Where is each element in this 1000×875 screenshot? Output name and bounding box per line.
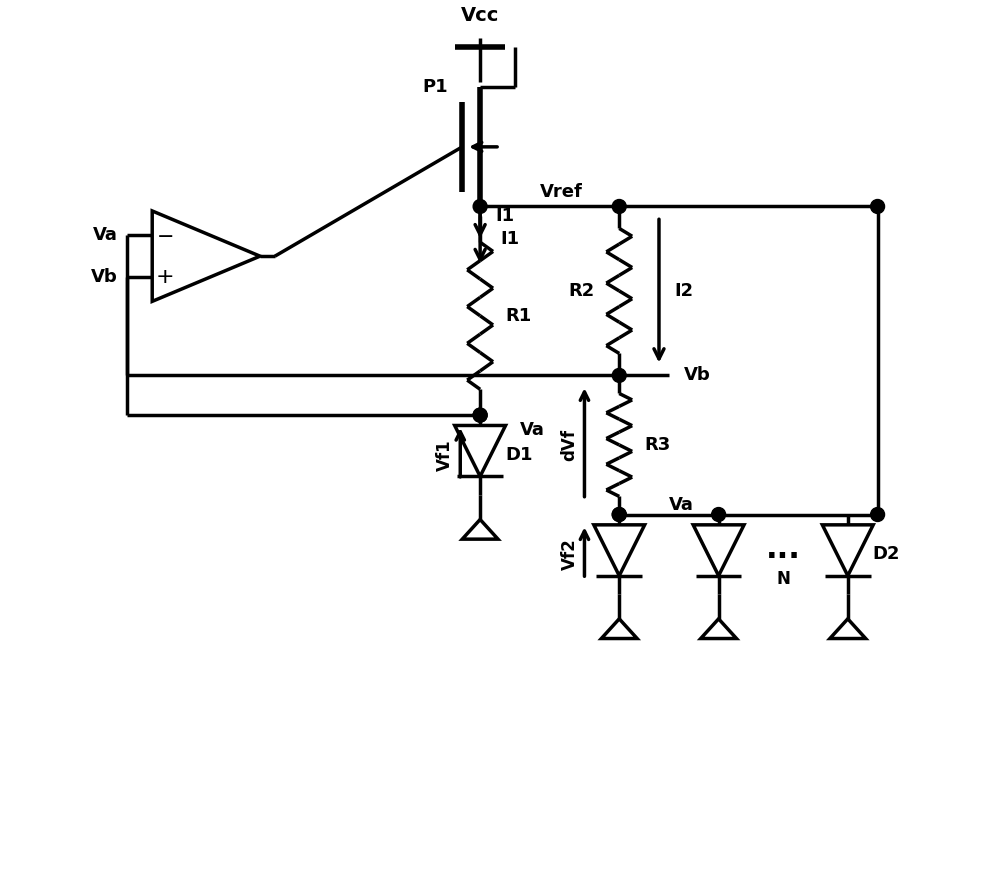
Circle shape (612, 200, 626, 214)
Text: Vb: Vb (684, 367, 711, 384)
Text: R1: R1 (505, 307, 531, 325)
Text: D2: D2 (873, 545, 900, 564)
Circle shape (612, 368, 626, 382)
Circle shape (871, 507, 885, 522)
Text: Vref: Vref (540, 183, 583, 200)
Text: N: N (776, 570, 790, 588)
Text: Vb: Vb (91, 269, 117, 286)
Text: Vf2: Vf2 (561, 538, 579, 570)
Text: P1: P1 (423, 78, 448, 95)
Circle shape (473, 408, 487, 422)
Text: R2: R2 (568, 282, 594, 300)
Text: R3: R3 (644, 436, 670, 454)
Circle shape (473, 408, 487, 422)
Circle shape (871, 200, 885, 214)
Text: Va: Va (520, 421, 545, 439)
Text: I1: I1 (500, 230, 519, 248)
Text: dVf: dVf (561, 429, 579, 461)
Text: Va: Va (93, 226, 117, 244)
Text: Vf1: Vf1 (436, 439, 454, 471)
Text: I2: I2 (674, 282, 693, 300)
Text: ...: ... (766, 535, 801, 564)
Text: Va: Va (669, 495, 694, 514)
Circle shape (612, 507, 626, 522)
Text: $+$: $+$ (155, 268, 173, 287)
Text: D1: D1 (505, 446, 532, 464)
Circle shape (473, 200, 487, 214)
Circle shape (612, 507, 626, 522)
Text: I1: I1 (495, 207, 514, 226)
Text: Vcc: Vcc (461, 6, 499, 25)
Text: $-$: $-$ (156, 225, 173, 245)
Circle shape (712, 507, 726, 522)
